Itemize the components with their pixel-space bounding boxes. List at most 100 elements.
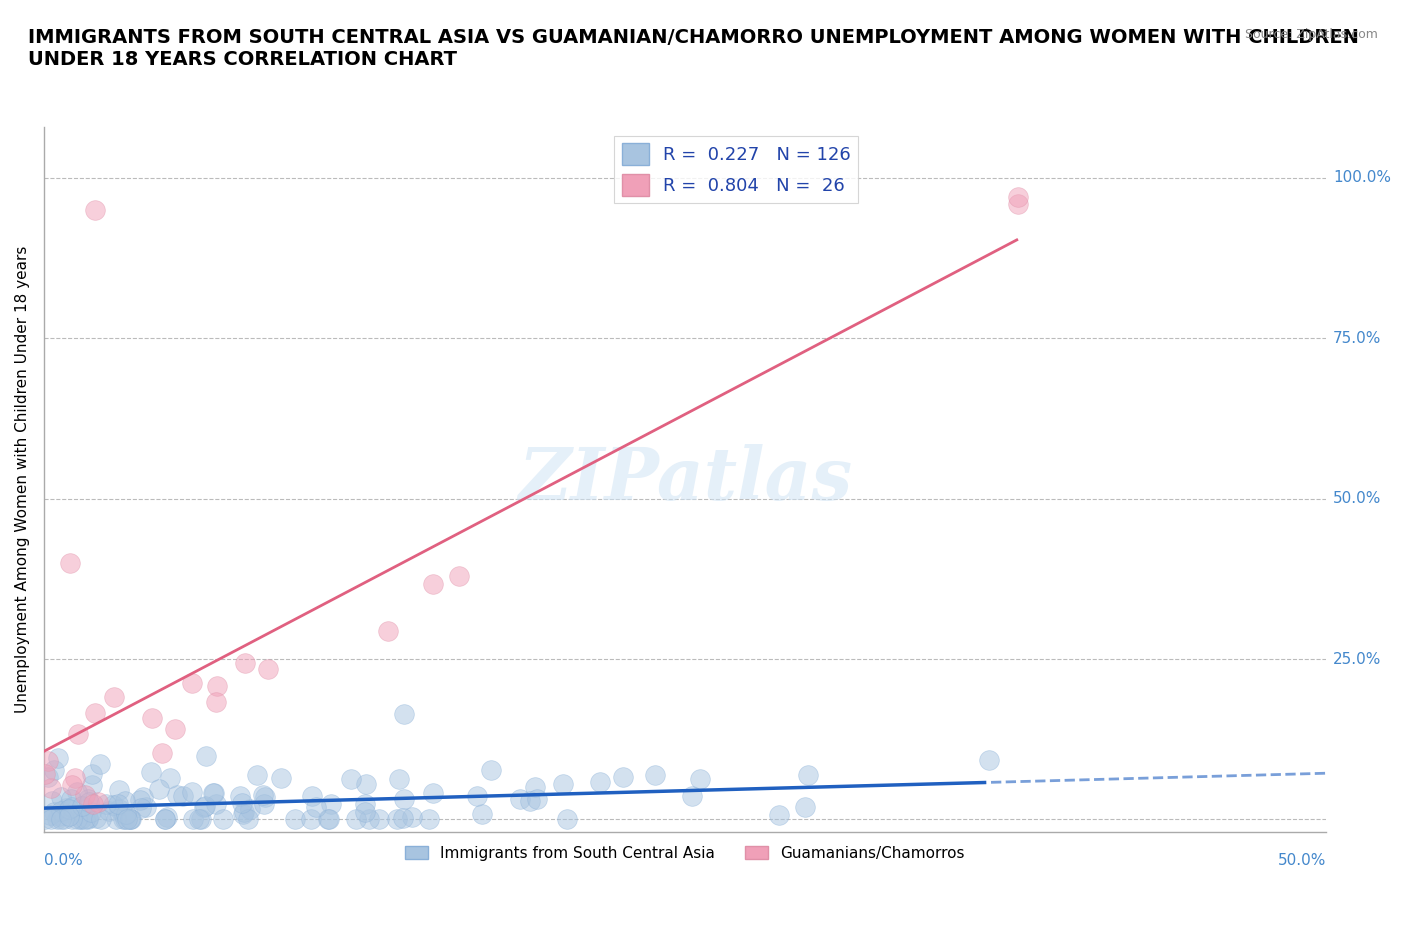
Point xyxy=(77,795,100,810)
Point xyxy=(305,799,328,814)
Point xyxy=(121,812,143,827)
Point xyxy=(555,812,578,827)
Legend: Immigrants from South Central Asia, Guamanians/Chamorros: Immigrants from South Central Asia, Guam… xyxy=(399,840,972,867)
Point xyxy=(1007,196,1029,211)
Point xyxy=(107,796,129,811)
Point xyxy=(318,812,340,827)
Point xyxy=(194,799,217,814)
Point xyxy=(796,767,818,782)
Point xyxy=(1007,190,1029,205)
Point xyxy=(166,787,188,802)
Point xyxy=(77,792,100,807)
Point xyxy=(228,789,250,804)
Point xyxy=(392,791,415,806)
Point xyxy=(471,806,494,821)
Point xyxy=(977,752,1000,767)
Point xyxy=(418,812,440,827)
Point xyxy=(114,812,136,827)
Point xyxy=(526,791,548,806)
Point xyxy=(115,806,138,821)
Point xyxy=(612,770,634,785)
Point xyxy=(159,770,181,785)
Text: 50.0%: 50.0% xyxy=(1333,491,1381,506)
Point xyxy=(172,789,194,804)
Point xyxy=(377,624,399,639)
Point xyxy=(44,763,66,777)
Point xyxy=(84,811,107,826)
Text: Source: ZipAtlas.com: Source: ZipAtlas.com xyxy=(1244,28,1378,41)
Point xyxy=(422,786,444,801)
Point xyxy=(150,746,173,761)
Point xyxy=(519,793,541,808)
Point xyxy=(299,812,322,827)
Point xyxy=(108,802,131,817)
Point xyxy=(401,809,423,824)
Point xyxy=(101,798,124,813)
Point xyxy=(181,785,204,800)
Point xyxy=(89,757,111,772)
Point xyxy=(204,785,226,800)
Point xyxy=(187,812,209,827)
Point xyxy=(465,789,488,804)
Point xyxy=(34,812,56,827)
Text: IMMIGRANTS FROM SOUTH CENTRAL ASIA VS GUAMANIAN/CHAMORRO UNEMPLOYMENT AMONG WOME: IMMIGRANTS FROM SOUTH CENTRAL ASIA VS GU… xyxy=(28,28,1360,69)
Point xyxy=(205,695,228,710)
Point xyxy=(141,764,163,779)
Point xyxy=(39,780,62,795)
Point xyxy=(82,767,104,782)
Point xyxy=(392,810,415,825)
Point xyxy=(34,766,56,781)
Point xyxy=(193,800,215,815)
Point xyxy=(96,796,118,811)
Point xyxy=(319,797,342,812)
Point xyxy=(354,797,377,812)
Point xyxy=(46,751,69,765)
Point xyxy=(155,812,177,827)
Point xyxy=(82,797,104,812)
Point xyxy=(354,805,377,820)
Point xyxy=(246,768,269,783)
Point xyxy=(70,798,93,813)
Point xyxy=(108,782,131,797)
Point xyxy=(681,789,703,804)
Point xyxy=(84,203,107,218)
Point xyxy=(58,555,80,570)
Point xyxy=(58,802,80,817)
Point xyxy=(252,788,274,803)
Point xyxy=(117,812,139,827)
Point xyxy=(37,753,59,768)
Point xyxy=(523,779,546,794)
Point xyxy=(253,797,276,812)
Point xyxy=(76,812,98,827)
Point xyxy=(53,812,76,827)
Point xyxy=(301,789,323,804)
Point xyxy=(60,812,83,827)
Point xyxy=(129,792,152,807)
Point xyxy=(60,800,83,815)
Point xyxy=(51,812,73,827)
Point xyxy=(70,812,93,827)
Point xyxy=(588,775,610,790)
Point xyxy=(233,805,256,820)
Point xyxy=(257,661,280,676)
Point xyxy=(644,768,666,783)
Point xyxy=(356,777,378,791)
Point xyxy=(212,812,235,827)
Point xyxy=(368,812,391,827)
Point xyxy=(118,812,141,827)
Point xyxy=(73,788,96,803)
Point xyxy=(103,690,125,705)
Point xyxy=(67,727,90,742)
Point xyxy=(112,812,135,827)
Text: 100.0%: 100.0% xyxy=(1333,170,1391,185)
Point xyxy=(87,795,110,810)
Point xyxy=(48,809,70,824)
Point xyxy=(359,812,381,827)
Point xyxy=(129,801,152,816)
Point xyxy=(104,812,127,827)
Point xyxy=(344,812,367,827)
Point xyxy=(232,806,254,821)
Point xyxy=(385,812,408,827)
Point xyxy=(135,800,157,815)
Point xyxy=(201,786,224,801)
